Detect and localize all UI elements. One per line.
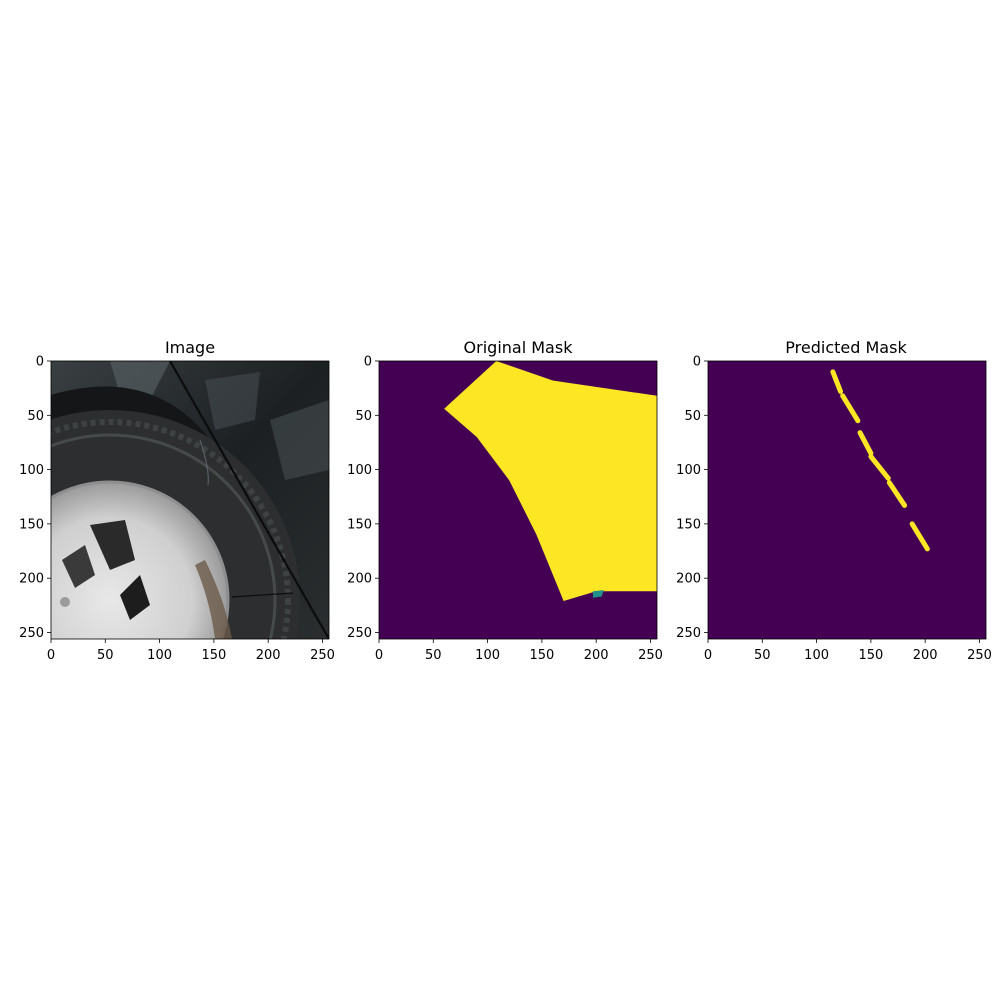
mask-segment [868, 454, 891, 481]
mask-segments-predicted [830, 369, 930, 552]
mask-edge-original [592, 590, 604, 598]
x-tick-label: 100 [475, 648, 500, 663]
mask-segment [830, 369, 843, 394]
axes-frame-image [50, 360, 330, 640]
x-tick-label: 0 [704, 648, 712, 663]
x-tick-label: 100 [147, 648, 172, 663]
y-tick-label: 100 [676, 463, 701, 478]
mask-segment [909, 521, 930, 552]
y-tick-label: 0 [36, 355, 44, 370]
panel-title-predicted-mask: Predicted Mask [785, 338, 907, 357]
y-tick-label: 50 [27, 409, 44, 424]
mask-original [379, 361, 657, 639]
car-photo [51, 361, 329, 639]
y-tick-label: 250 [347, 626, 372, 641]
axes-frame-predicted-mask [707, 360, 987, 640]
y-tick-label: 200 [347, 572, 372, 587]
x-tick-label: 50 [97, 648, 114, 663]
x-tick-label: 250 [638, 648, 663, 663]
x-tick-label: 150 [529, 648, 554, 663]
panel-title-image: Image [165, 338, 215, 357]
y-tick-label: 0 [364, 355, 372, 370]
x-tick-label: 200 [913, 648, 938, 663]
y-tick-label: 150 [676, 517, 701, 532]
x-tick-label: 50 [754, 648, 771, 663]
mask-predicted [708, 361, 986, 639]
y-tick-label: 100 [347, 463, 372, 478]
x-tick-label: 250 [967, 648, 992, 663]
y-tick-label: 250 [676, 626, 701, 641]
mask-segment [840, 393, 861, 424]
y-tick-label: 50 [355, 409, 372, 424]
mask-region-original [444, 361, 657, 601]
x-tick-label: 0 [47, 648, 55, 663]
panel-title-original-mask: Original Mask [464, 338, 574, 357]
x-tick-label: 150 [201, 648, 226, 663]
y-tick-label: 150 [347, 517, 372, 532]
mask-segment [886, 480, 908, 508]
mask-segment [857, 430, 874, 456]
axes-frame-original-mask [378, 360, 658, 640]
y-tick-label: 250 [19, 626, 44, 641]
y-tick-label: 200 [676, 572, 701, 587]
x-tick-label: 100 [804, 648, 829, 663]
x-tick-label: 0 [375, 648, 383, 663]
y-tick-label: 50 [684, 409, 701, 424]
x-tick-label: 200 [584, 648, 609, 663]
y-tick-label: 100 [19, 463, 44, 478]
y-tick-label: 150 [19, 517, 44, 532]
x-tick-label: 50 [425, 648, 442, 663]
panel-original-mask: Original Mask 0 50 100 150 200 25005010015020… [347, 338, 663, 663]
x-tick-label: 150 [858, 648, 883, 663]
panel-predicted-mask: Predicted Mask 0 50 100 150 200 2500501001502… [676, 338, 992, 663]
y-tick-label: 200 [19, 572, 44, 587]
panel-image: Image [19, 338, 335, 664]
x-tick-label: 250 [310, 648, 335, 663]
y-tick-label: 0 [693, 355, 701, 370]
x-tick-label: 200 [256, 648, 281, 663]
